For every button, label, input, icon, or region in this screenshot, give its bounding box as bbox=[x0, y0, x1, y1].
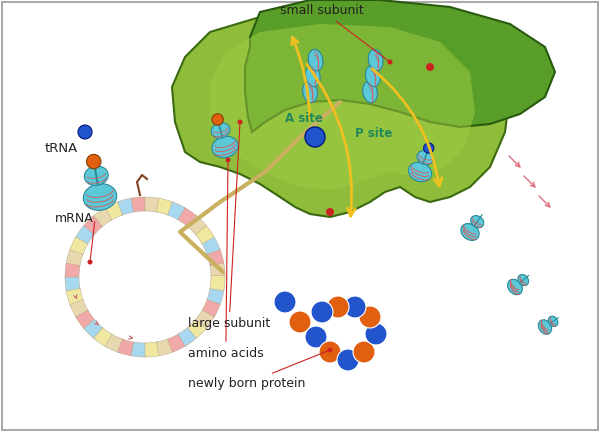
Wedge shape bbox=[75, 226, 94, 245]
Circle shape bbox=[88, 260, 92, 264]
Circle shape bbox=[305, 326, 327, 348]
Wedge shape bbox=[76, 310, 95, 330]
Wedge shape bbox=[202, 236, 220, 254]
FancyArrowPatch shape bbox=[539, 196, 550, 207]
Wedge shape bbox=[83, 216, 103, 235]
FancyArrowPatch shape bbox=[129, 336, 133, 339]
Wedge shape bbox=[210, 276, 225, 291]
Circle shape bbox=[319, 341, 341, 363]
Circle shape bbox=[78, 125, 92, 139]
Wedge shape bbox=[116, 198, 134, 216]
Circle shape bbox=[388, 60, 392, 64]
Circle shape bbox=[344, 296, 366, 318]
Text: large subunit: large subunit bbox=[188, 125, 270, 330]
Wedge shape bbox=[187, 318, 207, 338]
Wedge shape bbox=[155, 198, 172, 215]
Wedge shape bbox=[66, 289, 83, 306]
Ellipse shape bbox=[461, 223, 479, 241]
Ellipse shape bbox=[368, 49, 383, 71]
Wedge shape bbox=[92, 208, 112, 227]
Text: P site: P site bbox=[355, 127, 392, 140]
Circle shape bbox=[226, 158, 230, 162]
FancyArrowPatch shape bbox=[74, 295, 77, 298]
Ellipse shape bbox=[365, 65, 380, 87]
Ellipse shape bbox=[409, 162, 431, 182]
Polygon shape bbox=[245, 0, 555, 132]
Wedge shape bbox=[196, 309, 215, 328]
Ellipse shape bbox=[362, 81, 377, 103]
Polygon shape bbox=[210, 24, 475, 190]
Ellipse shape bbox=[518, 274, 529, 286]
Ellipse shape bbox=[302, 81, 317, 103]
Circle shape bbox=[289, 311, 311, 333]
Ellipse shape bbox=[85, 166, 108, 185]
Text: A site: A site bbox=[285, 112, 323, 125]
Wedge shape bbox=[70, 299, 88, 318]
Ellipse shape bbox=[305, 65, 320, 87]
Wedge shape bbox=[66, 250, 83, 267]
Wedge shape bbox=[178, 327, 197, 346]
Circle shape bbox=[424, 143, 434, 153]
Wedge shape bbox=[105, 334, 124, 353]
Wedge shape bbox=[210, 262, 225, 277]
Circle shape bbox=[327, 296, 349, 318]
Wedge shape bbox=[166, 201, 185, 220]
Ellipse shape bbox=[83, 184, 117, 210]
Circle shape bbox=[305, 127, 325, 147]
Text: newly born protein: newly born protein bbox=[188, 351, 328, 390]
Circle shape bbox=[337, 349, 359, 371]
Text: amino acids: amino acids bbox=[188, 163, 263, 360]
Circle shape bbox=[311, 301, 333, 323]
Text: mRNA: mRNA bbox=[55, 212, 94, 225]
FancyArrowPatch shape bbox=[509, 156, 520, 167]
Polygon shape bbox=[172, 12, 510, 217]
Ellipse shape bbox=[211, 123, 230, 138]
Circle shape bbox=[365, 323, 387, 345]
Ellipse shape bbox=[470, 216, 484, 228]
Wedge shape bbox=[118, 339, 134, 356]
Circle shape bbox=[326, 208, 334, 216]
Wedge shape bbox=[143, 197, 159, 212]
Ellipse shape bbox=[538, 320, 551, 334]
Wedge shape bbox=[167, 334, 186, 352]
Wedge shape bbox=[70, 237, 88, 255]
Circle shape bbox=[359, 306, 381, 328]
FancyArrowPatch shape bbox=[94, 321, 98, 324]
Wedge shape bbox=[177, 207, 196, 226]
Circle shape bbox=[238, 120, 242, 124]
Ellipse shape bbox=[548, 316, 558, 327]
Wedge shape bbox=[157, 339, 173, 356]
Wedge shape bbox=[84, 319, 103, 339]
Wedge shape bbox=[195, 225, 214, 244]
Circle shape bbox=[328, 347, 332, 353]
Circle shape bbox=[353, 341, 375, 363]
Wedge shape bbox=[94, 327, 113, 347]
Circle shape bbox=[274, 291, 296, 313]
Wedge shape bbox=[187, 215, 206, 235]
Wedge shape bbox=[130, 197, 145, 212]
Text: small subunit: small subunit bbox=[280, 4, 388, 60]
Wedge shape bbox=[131, 342, 146, 357]
Wedge shape bbox=[65, 277, 80, 292]
Wedge shape bbox=[65, 263, 80, 278]
Circle shape bbox=[86, 154, 101, 169]
Ellipse shape bbox=[508, 280, 523, 295]
Wedge shape bbox=[145, 342, 160, 357]
Circle shape bbox=[212, 114, 223, 125]
FancyArrowPatch shape bbox=[524, 176, 535, 187]
Ellipse shape bbox=[417, 151, 434, 165]
Wedge shape bbox=[206, 248, 224, 266]
Wedge shape bbox=[104, 202, 122, 220]
Wedge shape bbox=[202, 299, 221, 317]
Ellipse shape bbox=[308, 49, 323, 71]
Text: tRNA: tRNA bbox=[45, 142, 78, 155]
Ellipse shape bbox=[212, 137, 238, 158]
Wedge shape bbox=[207, 287, 224, 305]
Circle shape bbox=[426, 63, 434, 71]
